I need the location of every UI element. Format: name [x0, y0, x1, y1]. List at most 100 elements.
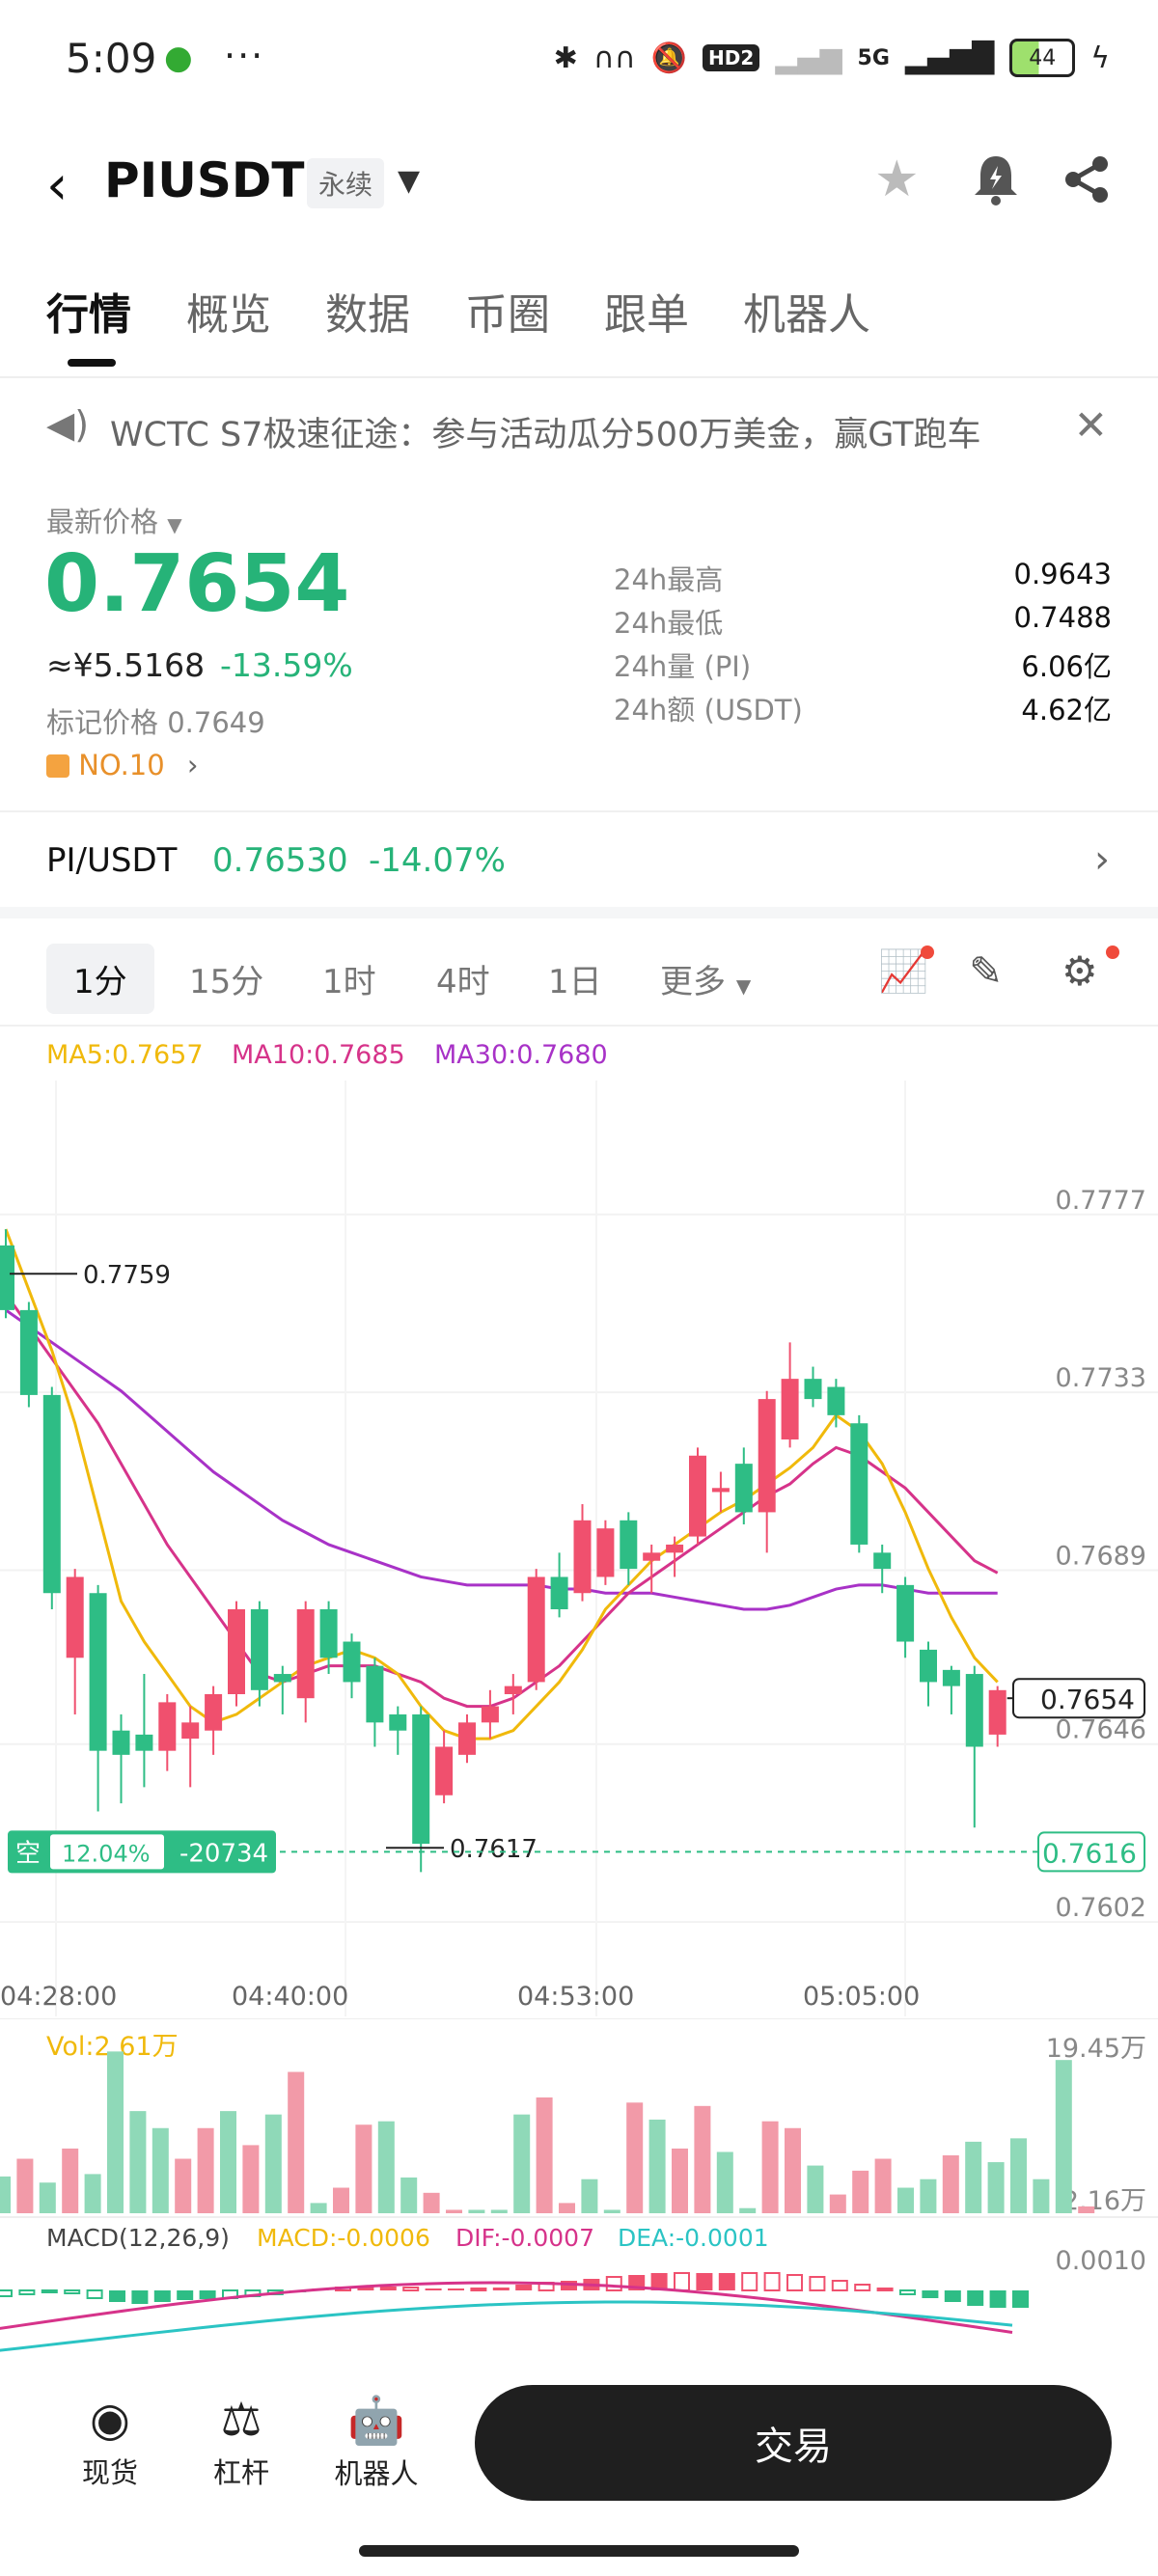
macd-bar [470, 2288, 487, 2291]
stat-value: 4.62亿 [1021, 694, 1112, 726]
tab-copytrade[interactable]: 跟单 [604, 290, 689, 340]
x-tick-label: 04:40:00 [232, 1982, 348, 2012]
tab-bot[interactable]: 机器人 [743, 290, 870, 340]
divider [0, 1025, 1158, 1027]
timeframe-15m[interactable]: 15分 [189, 963, 264, 1001]
volume-bar [288, 2071, 305, 2213]
ma30-legend: MA30:0.7680 [434, 1040, 608, 1070]
tab-overview[interactable]: 概览 [186, 290, 271, 340]
volume-bar [874, 2158, 892, 2213]
volume-bar [62, 2148, 79, 2213]
announcement-banner[interactable]: ◀) WCTC S7极速征途：参与活动瓜分500万美金，赢GT跑车 ✕ [0, 386, 1158, 473]
candle [250, 1609, 268, 1690]
battery-icon: 44 [1009, 39, 1076, 77]
rank-badge[interactable]: NO.10 › [46, 749, 199, 781]
spot-coins-icon: ◉ [90, 2393, 130, 2447]
macd-bar [379, 2287, 397, 2290]
candle [873, 1552, 892, 1570]
nav-spot[interactable]: ◉ 现货 [52, 2393, 168, 2491]
close-icon[interactable]: ✕ [1073, 401, 1108, 449]
signal-2-icon: ▂▄▆█ [904, 41, 995, 75]
macd-dea: DEA:-0.0001 [618, 2224, 769, 2252]
stat-row: 24h最低 0.7488 [614, 601, 1112, 644]
macd-bar [425, 2288, 442, 2290]
settings-gear-icon[interactable]: ⚙ [1062, 947, 1098, 995]
chevron-left-icon[interactable]: ‹ [46, 154, 69, 217]
macd-bar [109, 2290, 125, 2302]
candle [205, 1694, 223, 1731]
macd-bar [899, 2289, 916, 2295]
share-icon[interactable] [1062, 154, 1112, 205]
macd-bar [448, 2288, 464, 2290]
stats-table: 24h最高 0.9643 24h最低 0.7488 24h量 (PI) 6.06亿 2… [614, 558, 1112, 731]
volume-bar [603, 2209, 620, 2213]
star-icon[interactable]: ★ [874, 151, 920, 208]
candle [435, 1746, 454, 1795]
macd-bar [696, 2273, 713, 2290]
volume-bar [423, 2192, 440, 2213]
tab-community[interactable]: 币圈 [465, 290, 550, 340]
x-tick-label: 04:53:00 [517, 1982, 634, 2012]
banner-text[interactable]: WCTC S7极速征途：参与活动瓜分500万美金，赢GT跑车 [110, 416, 981, 454]
macd-bar [131, 2290, 149, 2304]
volume-bar [490, 2209, 508, 2213]
position-size: -20734 [179, 1839, 268, 1868]
candle [273, 1674, 291, 1683]
stat-label: 24h最高 [614, 563, 724, 596]
volume-bar [785, 2127, 801, 2213]
timeframe-1d[interactable]: 1日 [548, 963, 602, 1001]
ma30-line [5, 1308, 998, 1611]
draw-pen-icon[interactable]: ✎ [969, 947, 1004, 995]
chevron-right-icon[interactable]: › [1094, 837, 1110, 882]
volume-bar [264, 2114, 282, 2213]
index-price-row[interactable]: PI/USDT 0.76530 -14.07% › [0, 837, 1158, 905]
home-indicator[interactable] [359, 2545, 799, 2557]
y-tick-label: 0.7777 [1056, 1186, 1146, 1216]
tab-data[interactable]: 数据 [325, 290, 410, 340]
chevron-right-icon: › [186, 749, 199, 781]
volume-bar [739, 2207, 757, 2213]
nav-robot-label: 机器人 [334, 2457, 419, 2490]
volume-bar [377, 2121, 395, 2213]
indicator-icon[interactable]: 📈 [878, 947, 929, 995]
position-side: 空 [15, 1839, 41, 1868]
earbuds-icon: ∩∩ [593, 41, 636, 75]
macd-bar [153, 2290, 171, 2302]
macd-bar [809, 2276, 826, 2291]
candle [596, 1528, 615, 1577]
volume-bar [310, 2203, 327, 2213]
latest-price-selector[interactable]: 最新价格 ▼ [46, 500, 182, 540]
macd-bar [86, 2289, 103, 2299]
alert-bell-icon[interactable] [971, 152, 1021, 206]
candle [850, 1423, 868, 1545]
timeframe-1h[interactable]: 1时 [322, 963, 376, 1001]
macd-bar [763, 2272, 781, 2291]
timeframe-4h[interactable]: 4时 [436, 963, 490, 1001]
index-change: -14.07% [369, 841, 506, 880]
volume-bar [807, 2165, 824, 2213]
tab-market[interactable]: 行情 [46, 290, 131, 340]
x-tick-label: 05:05:00 [803, 1982, 920, 2012]
candle [0, 1245, 14, 1310]
nav-leverage[interactable]: ⚖ 杠杆 [183, 2393, 299, 2491]
caret-down-icon[interactable]: ▼ [398, 164, 421, 198]
stat-value: 0.7488 [1013, 601, 1112, 634]
trade-button[interactable]: 交易 [475, 2385, 1112, 2501]
timeframe-1m[interactable]: 1分 [46, 944, 154, 1014]
macd-bar [831, 2280, 848, 2291]
candle [366, 1665, 384, 1723]
robot-icon: 🤖 [347, 2394, 405, 2448]
volume-bar [536, 2097, 553, 2213]
candlestick-chart[interactable]: 0.7777 0.7733 0.7689 0.7646 0.7602 0.7759 0.76… [0, 1081, 1158, 2016]
pair-title[interactable]: PIUSDT [104, 152, 305, 208]
candle [42, 1394, 61, 1594]
candle [827, 1386, 845, 1415]
macd-bar [492, 2288, 510, 2290]
timeframe-more[interactable]: 更多 ▼ [633, 944, 778, 1014]
volume-bar [84, 2174, 101, 2213]
volume-bar [694, 2105, 711, 2213]
contract-tag[interactable]: 永续 [307, 158, 385, 208]
nav-robot[interactable]: 🤖 机器人 [318, 2393, 434, 2492]
status-time: 5:09 [66, 35, 157, 82]
bottom-bar: ◉ 现货 ⚖ 杠杆 🤖 机器人 交易 [0, 2354, 1158, 2576]
